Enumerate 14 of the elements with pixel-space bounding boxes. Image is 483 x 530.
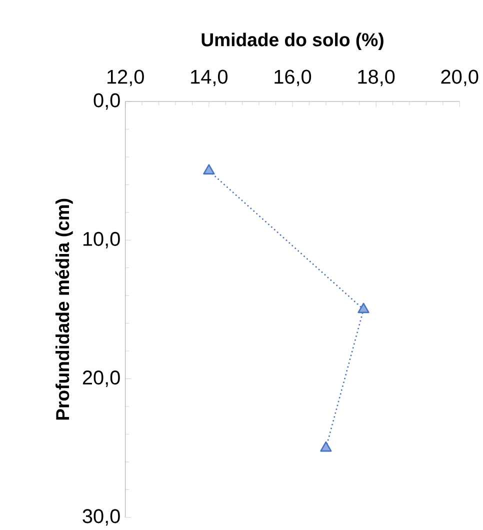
- y-tick-label: 10,0: [83, 232, 120, 248]
- x-tick-label: 20,0: [441, 70, 478, 86]
- y-axis-title: Profundidade média (cm): [55, 198, 73, 420]
- x-tick-label: 12,0: [107, 70, 144, 86]
- point: [357, 302, 370, 314]
- point: [202, 164, 215, 174]
- y-tick-label: 20,0: [82, 370, 120, 387]
- point: [320, 441, 332, 452]
- x-tick-label: 14,0: [190, 70, 228, 86]
- y-tick-label: 0,0: [94, 93, 120, 110]
- x-axis-title: Umidade do solo (%): [202, 32, 384, 50]
- y-tick-label: 30,0: [82, 509, 120, 526]
- x-tick-label: 16,0: [274, 70, 311, 86]
- x-tick-label: 18,0: [358, 70, 394, 86]
